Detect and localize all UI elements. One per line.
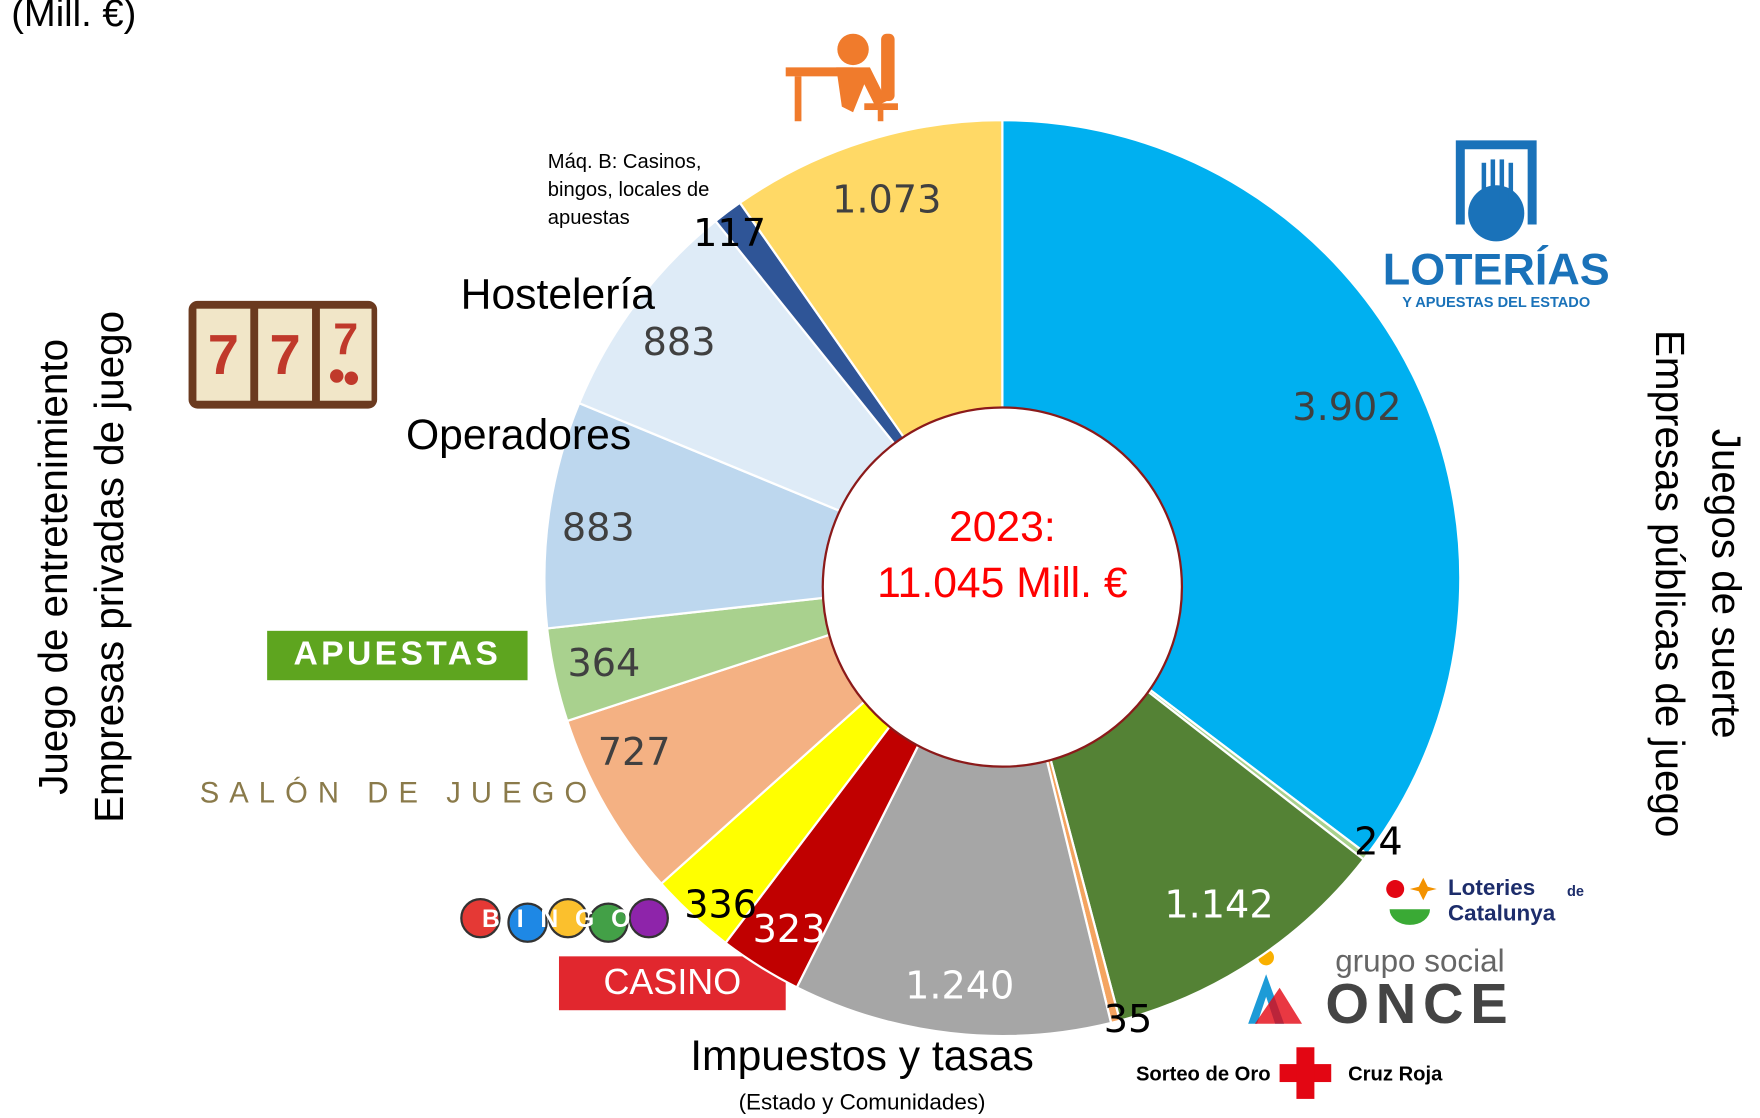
logo-text: de	[1567, 884, 1584, 900]
logo-text: CASINO	[604, 961, 742, 1002]
slot-icon: 7 7 7	[188, 300, 378, 409]
value-label: 883	[562, 505, 635, 549]
center-label: 11.045 Mill. €	[877, 559, 1128, 607]
logo-text: LOTERÍAS	[1383, 244, 1610, 295]
value-label: 323	[753, 907, 826, 951]
annotation: (Estado y Comunidades)	[739, 1089, 986, 1114]
value-label: 1.240	[905, 963, 1014, 1007]
annotation: Operadores	[406, 411, 631, 459]
cruz-roja	[1279, 1047, 1332, 1099]
value-label: 3.902	[1292, 385, 1401, 429]
value-label: 24	[1354, 820, 1403, 864]
once-icon	[1248, 949, 1303, 1024]
svg-text:7: 7	[333, 313, 358, 364]
loterias-icon	[1455, 140, 1537, 242]
value-label: 1.073	[832, 178, 941, 222]
center-label: 2023:	[949, 503, 1056, 551]
svg-text:7: 7	[269, 323, 300, 386]
logo-text: Sorteo de Oro	[1136, 1064, 1271, 1086]
logo-text: grupo social	[1335, 943, 1504, 978]
value-label: 883	[643, 320, 716, 364]
catalunya-icon	[1386, 877, 1437, 925]
logo-text: Loteries	[1448, 875, 1535, 900]
center-circle	[821, 406, 1184, 768]
logo-text: SALÓN DE JUEGO	[200, 776, 598, 809]
value-label: 727	[598, 730, 671, 774]
value-label: 336	[684, 882, 757, 926]
side-label: Empresas privadas de juego	[86, 311, 132, 823]
annotation: apuestas	[548, 207, 630, 229]
annotation: Impuestos y tasas	[690, 1032, 1034, 1080]
annotation: bingos, locales de	[548, 179, 710, 201]
apuestas-badge	[267, 630, 528, 681]
side-label: Juego de entretenimiento	[30, 339, 76, 795]
annotation: Hostelería	[461, 271, 656, 319]
logo-text: BINGO	[482, 906, 647, 933]
casino-badge	[558, 956, 786, 1011]
logo-text: ONCE	[1325, 972, 1514, 1035]
side-label: Juegos de suerte	[1703, 429, 1749, 739]
worker-icon	[785, 33, 898, 122]
logo-text: APUESTAS	[293, 635, 501, 672]
value-label: 1.142	[1164, 882, 1273, 926]
svg-text:7: 7	[208, 323, 239, 386]
value-label: 117	[693, 211, 766, 255]
logo-text: Cruz Roja	[1348, 1064, 1443, 1086]
value-label: 35	[1104, 997, 1153, 1041]
annotation: Máq. B: Casinos,	[548, 151, 702, 173]
logo-text: Catalunya	[1448, 901, 1556, 926]
chart-title: (Mill. €)	[11, 0, 136, 35]
side-label: Empresas públicas de juego	[1647, 330, 1693, 837]
logo-text: Y APUESTAS DEL ESTADO	[1402, 295, 1590, 311]
bingo-balls	[460, 897, 669, 943]
value-label: 364	[567, 641, 640, 685]
